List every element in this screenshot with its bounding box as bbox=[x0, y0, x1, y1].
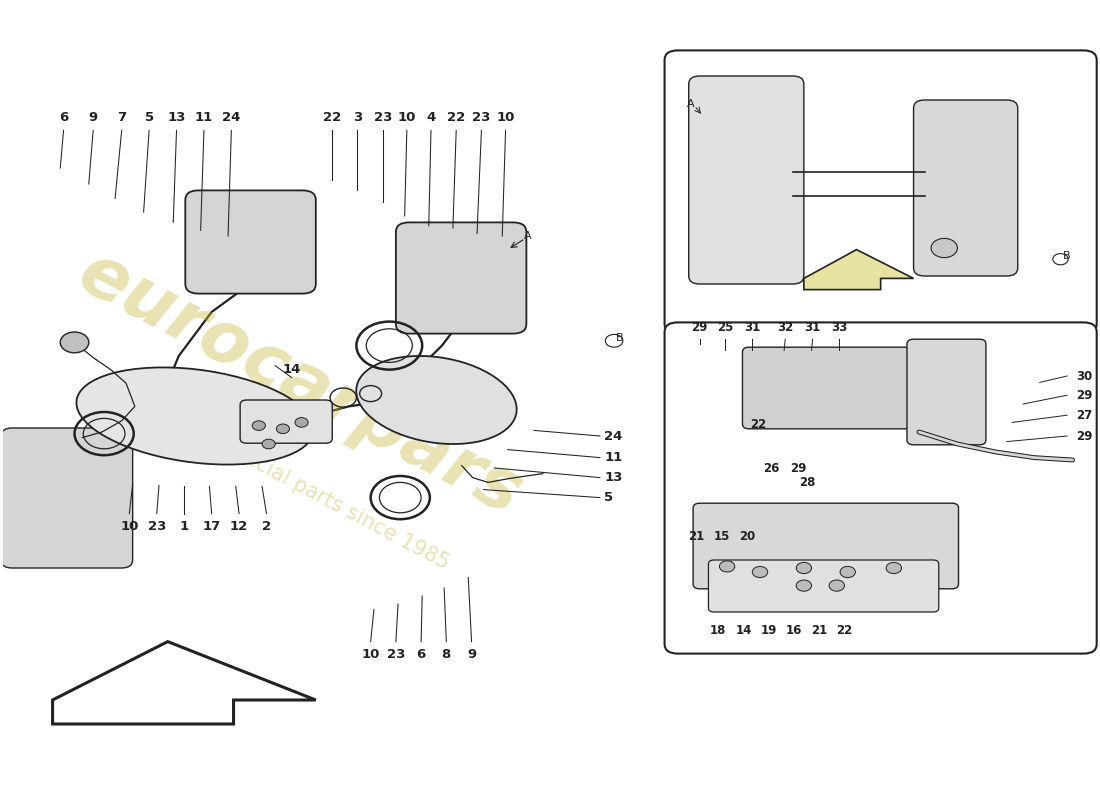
Text: 24: 24 bbox=[222, 111, 241, 124]
Text: 13: 13 bbox=[167, 111, 186, 124]
Text: 29: 29 bbox=[1076, 389, 1092, 402]
Text: 14: 14 bbox=[736, 624, 751, 637]
Circle shape bbox=[719, 561, 735, 572]
Text: 12: 12 bbox=[230, 520, 249, 533]
Circle shape bbox=[931, 238, 957, 258]
FancyBboxPatch shape bbox=[240, 400, 332, 443]
Circle shape bbox=[796, 580, 812, 591]
Text: 23: 23 bbox=[472, 111, 491, 124]
Text: a Official parts since 1985: a Official parts since 1985 bbox=[201, 427, 452, 573]
Text: 21: 21 bbox=[811, 624, 827, 637]
Text: 28: 28 bbox=[799, 476, 815, 489]
Text: eurocarpars: eurocarpars bbox=[66, 238, 532, 530]
Ellipse shape bbox=[356, 356, 517, 444]
Text: 9: 9 bbox=[89, 111, 98, 124]
Text: 16: 16 bbox=[785, 624, 802, 637]
Text: 25: 25 bbox=[717, 321, 733, 334]
Text: 14: 14 bbox=[283, 363, 301, 376]
Text: 10: 10 bbox=[362, 648, 380, 661]
Text: 6: 6 bbox=[417, 648, 426, 661]
Text: 1: 1 bbox=[179, 520, 189, 533]
Text: 11: 11 bbox=[604, 451, 623, 464]
Text: 5: 5 bbox=[604, 491, 614, 504]
Circle shape bbox=[796, 562, 812, 574]
Text: 27: 27 bbox=[1076, 409, 1092, 422]
FancyBboxPatch shape bbox=[742, 347, 920, 429]
Text: 22: 22 bbox=[323, 111, 341, 124]
FancyBboxPatch shape bbox=[689, 76, 804, 284]
Text: 8: 8 bbox=[442, 648, 451, 661]
Text: 23: 23 bbox=[147, 520, 166, 533]
Text: 32: 32 bbox=[777, 321, 793, 334]
FancyBboxPatch shape bbox=[913, 100, 1018, 276]
Text: 23: 23 bbox=[374, 111, 392, 124]
Text: 31: 31 bbox=[745, 321, 760, 334]
Text: 11: 11 bbox=[195, 111, 213, 124]
Text: B: B bbox=[616, 333, 624, 342]
Ellipse shape bbox=[76, 367, 314, 465]
Text: 15: 15 bbox=[714, 530, 729, 542]
FancyBboxPatch shape bbox=[708, 560, 938, 612]
FancyBboxPatch shape bbox=[693, 503, 958, 589]
Text: B: B bbox=[1064, 251, 1071, 261]
Text: 24: 24 bbox=[604, 430, 623, 442]
Text: 23: 23 bbox=[387, 648, 405, 661]
Text: 26: 26 bbox=[762, 462, 779, 475]
FancyBboxPatch shape bbox=[1, 428, 133, 568]
Text: 31: 31 bbox=[804, 321, 821, 334]
FancyBboxPatch shape bbox=[908, 339, 986, 445]
Circle shape bbox=[60, 332, 89, 353]
Text: A: A bbox=[524, 231, 531, 241]
Text: 20: 20 bbox=[739, 530, 755, 542]
Text: 10: 10 bbox=[398, 111, 416, 124]
Text: 29: 29 bbox=[1076, 430, 1092, 442]
FancyBboxPatch shape bbox=[185, 190, 316, 294]
Text: 7: 7 bbox=[117, 111, 126, 124]
Text: 19: 19 bbox=[760, 624, 777, 637]
Text: 9: 9 bbox=[468, 648, 476, 661]
Text: 18: 18 bbox=[711, 624, 726, 637]
Text: 3: 3 bbox=[353, 111, 362, 124]
Text: 17: 17 bbox=[202, 520, 221, 533]
Text: 29: 29 bbox=[692, 321, 708, 334]
FancyBboxPatch shape bbox=[396, 222, 527, 334]
Text: 10: 10 bbox=[496, 111, 515, 124]
Circle shape bbox=[276, 424, 289, 434]
Text: 6: 6 bbox=[59, 111, 68, 124]
Circle shape bbox=[295, 418, 308, 427]
Polygon shape bbox=[53, 642, 316, 724]
Circle shape bbox=[252, 421, 265, 430]
Circle shape bbox=[829, 580, 845, 591]
Text: 2: 2 bbox=[262, 520, 271, 533]
Circle shape bbox=[752, 566, 768, 578]
Text: since 1985: since 1985 bbox=[835, 132, 999, 228]
Text: 22: 22 bbox=[750, 418, 766, 430]
Text: 5: 5 bbox=[144, 111, 154, 124]
Text: 22: 22 bbox=[447, 111, 465, 124]
Text: 30: 30 bbox=[1076, 370, 1092, 382]
Text: A: A bbox=[688, 99, 695, 109]
Circle shape bbox=[840, 566, 856, 578]
Circle shape bbox=[262, 439, 275, 449]
Text: 4: 4 bbox=[427, 111, 436, 124]
Text: 13: 13 bbox=[604, 471, 623, 484]
Text: 22: 22 bbox=[836, 624, 852, 637]
FancyBboxPatch shape bbox=[664, 50, 1097, 334]
Polygon shape bbox=[804, 250, 913, 290]
Text: 29: 29 bbox=[790, 462, 806, 475]
FancyBboxPatch shape bbox=[664, 322, 1097, 654]
Text: 10: 10 bbox=[120, 520, 139, 533]
Text: 33: 33 bbox=[830, 321, 847, 334]
Circle shape bbox=[887, 562, 902, 574]
Text: 21: 21 bbox=[689, 530, 704, 542]
